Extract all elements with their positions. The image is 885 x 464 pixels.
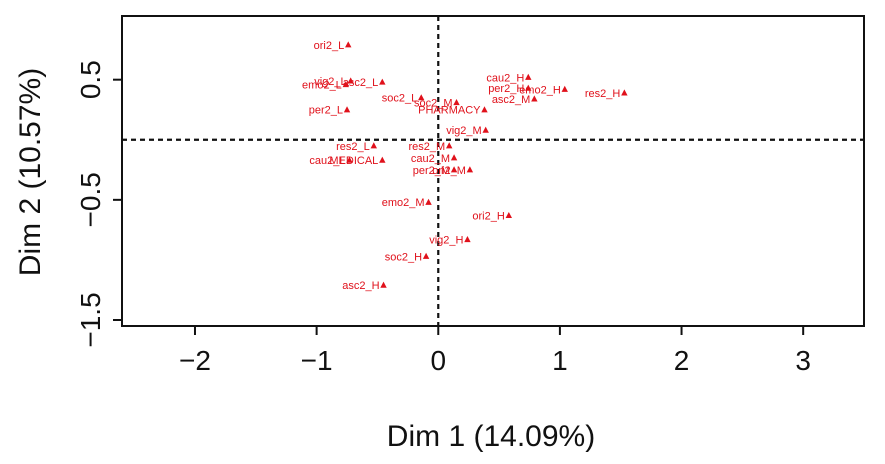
point-label: vig2_H: [429, 234, 463, 246]
point-label: per2_L: [309, 105, 343, 117]
data-point: [621, 89, 628, 96]
point-label: vig2_L: [314, 76, 346, 88]
data-point: [347, 77, 354, 84]
plot-layer: [121, 15, 865, 327]
x-tick-label: −2: [179, 345, 211, 376]
point-label: soc2_H: [385, 251, 422, 263]
data-point: [380, 281, 387, 288]
data-point: [505, 211, 513, 219]
point-label: res2_H: [585, 88, 621, 100]
x-tick-label: 0: [430, 345, 446, 376]
point-label: res2_M: [409, 141, 446, 153]
data-point: [422, 252, 430, 259]
point-label: vig2_M: [446, 125, 481, 137]
data-point: [418, 94, 425, 101]
plot-frame: [121, 15, 865, 327]
y-tick-label: 0.5: [75, 60, 106, 99]
point-label: emo2_H: [519, 84, 561, 96]
point-label: asc2_L: [343, 77, 378, 89]
data-point: [345, 41, 352, 48]
ticks-layer: −2 −1 0 1 2 3 −1.5 −0.5 0.5: [75, 60, 811, 376]
x-tick-label: 3: [795, 345, 811, 376]
data-point: [425, 198, 432, 205]
y-tick-label: −1.5: [75, 292, 106, 347]
data-point: [453, 99, 460, 106]
point-label: asc2_M: [492, 94, 531, 106]
data-point: [346, 156, 353, 163]
data-point: [379, 156, 386, 163]
data-point: [343, 106, 351, 113]
point-label: res2_L: [336, 141, 370, 153]
data-point: [446, 142, 453, 149]
point-label: ori2_L: [314, 40, 345, 52]
data-point: [450, 166, 458, 173]
point-label: cau2_M: [411, 153, 450, 165]
point-label: asc2_H: [342, 280, 379, 292]
x-axis-title: Dim 1 (14.09%): [387, 420, 595, 453]
y-tick-label: −0.5: [75, 172, 106, 227]
x-tick-label: 2: [674, 345, 690, 376]
data-point: [482, 126, 489, 133]
point-label: per2_M: [413, 165, 450, 177]
point-label: cau2_L: [309, 155, 345, 167]
x-tick-label: −1: [301, 345, 333, 376]
data-point: [525, 84, 532, 91]
point-label: ori2_M: [432, 165, 466, 177]
data-point: [466, 166, 474, 173]
data-point: [531, 95, 538, 102]
y-axis-title: Dim 2 (10.57%): [14, 68, 47, 276]
point-label: cau2_H: [486, 72, 524, 84]
point-label: emo2_M: [382, 197, 425, 209]
point-label: soc2_M: [414, 98, 453, 110]
point-label: soc2_L: [382, 93, 417, 105]
data-point: [561, 85, 568, 92]
data-point: [379, 78, 386, 85]
point-label: ori2_H: [472, 210, 504, 222]
data-point: [464, 235, 471, 243]
x-tick-label: 1: [552, 345, 568, 376]
point-label: per2_H: [488, 83, 524, 95]
data-point: [481, 106, 488, 113]
data-point: [450, 154, 458, 161]
data-point: [342, 80, 350, 88]
point-label: emo2_L: [302, 79, 342, 91]
data-point: [370, 142, 377, 149]
data-point: [525, 73, 532, 80]
point-label: PHARMACY: [418, 105, 481, 117]
point-label: MEDICAL: [329, 155, 378, 167]
